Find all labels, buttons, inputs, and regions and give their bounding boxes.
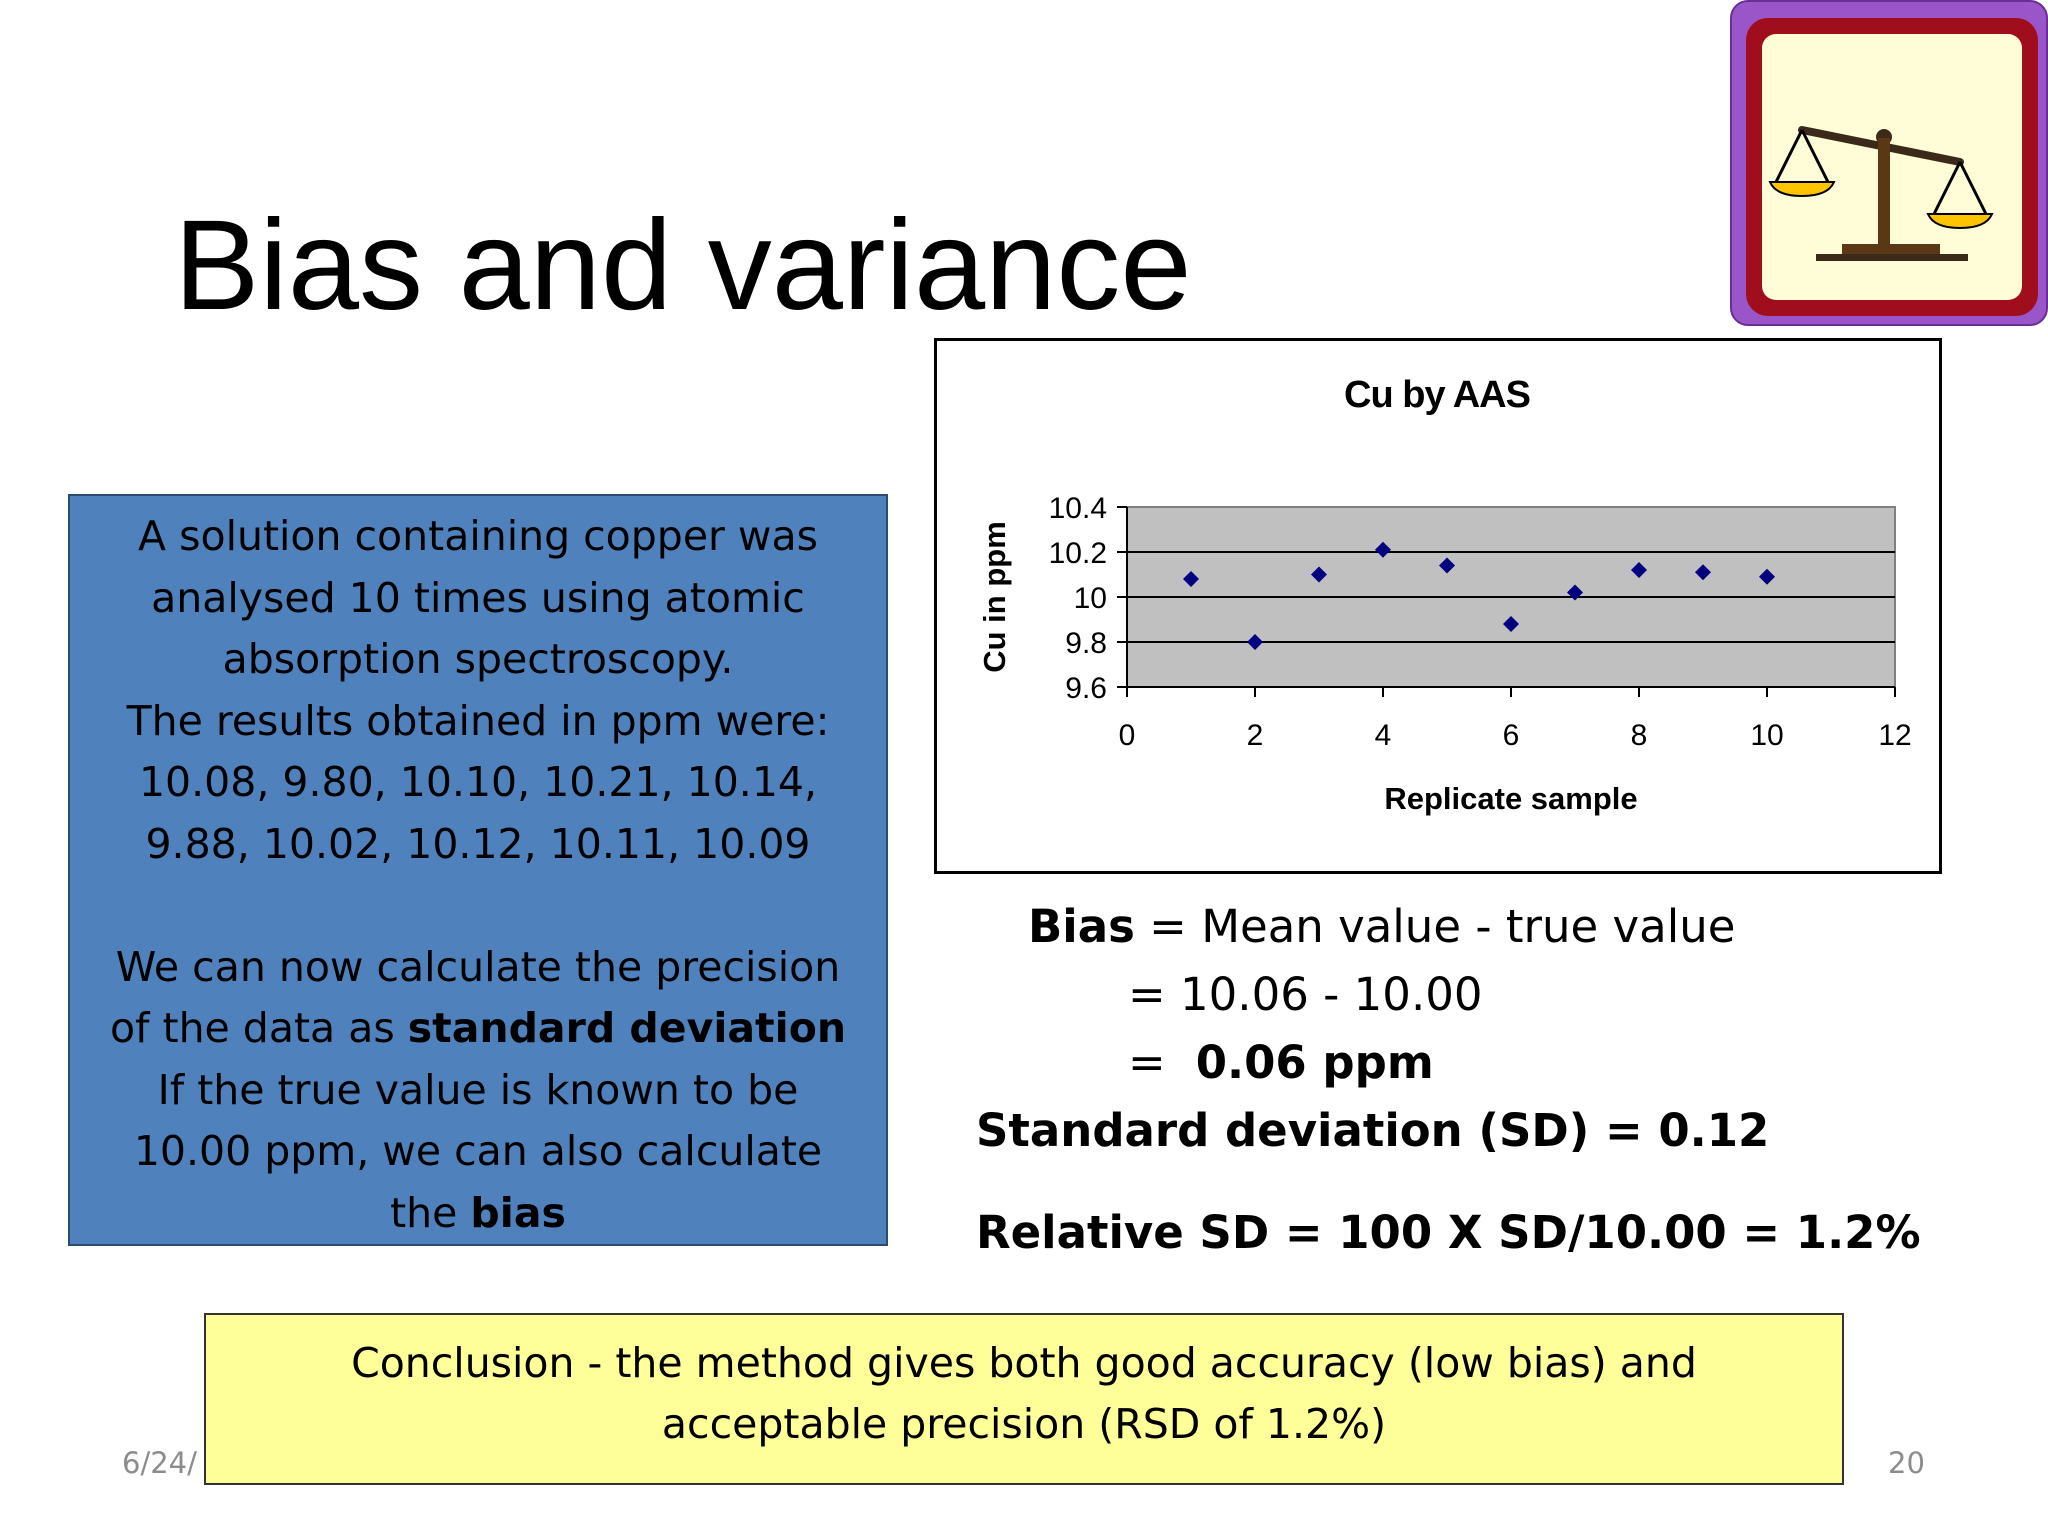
bias-calculation: = 10.06 - 10.00 [1128, 968, 1483, 1021]
standard-deviation-term: standard deviation [407, 1004, 847, 1052]
data-point [1567, 584, 1583, 601]
chart-frame: Cu by AAS 9.6 9.8 10 10.2 10.4 0 2 4 6 8 10 12 Replic… [934, 338, 1942, 874]
x-tick-label: 6 [1503, 719, 1520, 752]
info-line: analysed 10 times using atomic [151, 573, 805, 622]
date-footer: 6/24/ [122, 1446, 197, 1480]
equals-sign: = [1128, 1036, 1166, 1089]
info-line: the bias [70, 1183, 886, 1245]
data-point [1759, 568, 1775, 585]
y-tick-label: 10.4 [1049, 492, 1107, 525]
info-line: absorption spectroscopy. [222, 635, 734, 683]
slide-number: 20 [1888, 1446, 1925, 1480]
balance-scale-icon [1768, 126, 1994, 261]
chart-title: Cu by AAS [1344, 374, 1530, 416]
scatter-chart: Cu by AAS 9.6 9.8 10 10.2 10.4 0 2 4 6 8 10 12 Replic… [977, 374, 1912, 816]
data-point [1695, 564, 1711, 581]
info-line: 10.00 ppm, we can also calculate [133, 1127, 823, 1175]
x-tick-label: 2 [1247, 719, 1264, 752]
conclusion-line: acceptable precision (RSD of 1.2%) [661, 1400, 1387, 1448]
y-tick-label: 10 [1074, 582, 1107, 615]
x-tick-label: 10 [1750, 719, 1783, 752]
info-text: of the data as [109, 1004, 408, 1052]
bias-formula-rest: = Mean value - true value [1134, 900, 1736, 953]
logo [1730, 0, 2048, 326]
data-point [1247, 634, 1263, 650]
bias-formula: Bias = Mean value - true value [1028, 900, 1735, 953]
info-line: If the true value is known to be [157, 1065, 799, 1114]
y-tick-label: 9.8 [1065, 627, 1107, 660]
data-point [1375, 541, 1391, 558]
x-tick-label: 12 [1878, 719, 1911, 752]
bias-result: = 0.06 ppm [1128, 1036, 1434, 1089]
data-point [1183, 571, 1199, 587]
y-tick-label: 10.2 [1049, 537, 1107, 570]
spacer [70, 875, 886, 937]
x-tick-label: 0 [1119, 719, 1136, 752]
slide-title: Bias and variance [174, 194, 1192, 337]
data-point [1311, 566, 1327, 583]
info-line: A solution containing copper was [138, 512, 818, 560]
logo-panel [1762, 34, 2022, 300]
info-line: We can now calculate the precision [115, 942, 841, 991]
data-point [1503, 616, 1519, 632]
x-axis-label: Replicate sample [1384, 781, 1637, 816]
data-point [1439, 557, 1455, 574]
logo-frame [1746, 18, 2038, 316]
data-point [1631, 562, 1647, 578]
y-tick-label: 9.6 [1065, 672, 1107, 705]
bias-value: 0.06 ppm [1195, 1036, 1434, 1089]
info-line: of the data as standard deviation [70, 998, 886, 1060]
results-line: 9.88, 10.02, 10.12, 10.11, 10.09 [145, 819, 811, 868]
bias-label: Bias [1028, 900, 1135, 953]
x-tick-label: 8 [1631, 719, 1648, 752]
info-box: A solution containing copper was analyse… [68, 494, 888, 1246]
conclusion-box: Conclusion - the method gives both good … [204, 1313, 1844, 1485]
standard-deviation-line: Standard deviation (SD) = 0.12 [976, 1104, 1770, 1157]
conclusion-line: Conclusion - the method gives both good … [351, 1339, 1697, 1387]
x-tick-label: 4 [1375, 719, 1392, 752]
bias-term: bias [470, 1188, 566, 1237]
y-axis-label: Cu in ppm [977, 521, 1012, 673]
relative-sd-line: Relative SD = 100 X SD/10.00 = 1.2% [976, 1206, 1921, 1259]
results-line: 10.08, 9.80, 10.10, 10.21, 10.14, [138, 758, 818, 806]
info-text: the [390, 1188, 471, 1237]
info-line: The results obtained in ppm were: [126, 696, 830, 745]
